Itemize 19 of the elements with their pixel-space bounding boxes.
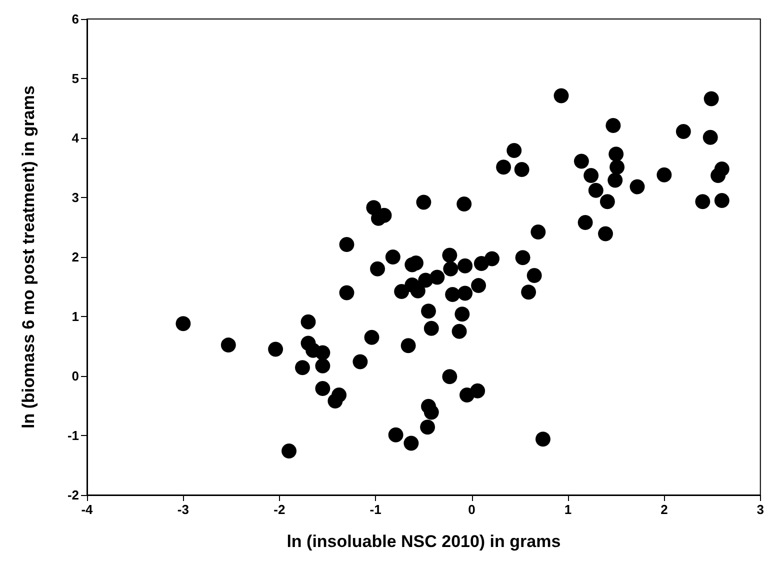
y-tick-label: 3	[72, 190, 79, 205]
x-tick-label: 3	[756, 502, 764, 517]
x-tick-label: 2	[660, 502, 668, 517]
y-tick-label: 2	[72, 250, 79, 264]
y-axis-title: ln (biomass 6 mo post treatment) in grams	[19, 86, 38, 428]
x-axis-title: ln (insoluable NSC 2010) in grams	[286, 532, 561, 551]
x-tick-label: -4	[81, 502, 94, 517]
y-tick-label: 5	[72, 71, 79, 86]
y-tick-label: 6	[72, 12, 79, 26]
y-tick-label: 1	[72, 309, 79, 324]
x-tick-label: -2	[274, 502, 286, 517]
y-tick-label: -2	[67, 488, 79, 502]
y-tick-label: -1	[67, 428, 79, 443]
x-tick-label: -1	[370, 502, 382, 517]
x-tick-label: -3	[177, 502, 189, 517]
x-tick-label: 1	[564, 502, 572, 517]
x-tick-label: 0	[468, 502, 476, 517]
y-tick-label: 4	[72, 130, 80, 146]
y-tick-label: 0	[72, 368, 79, 384]
